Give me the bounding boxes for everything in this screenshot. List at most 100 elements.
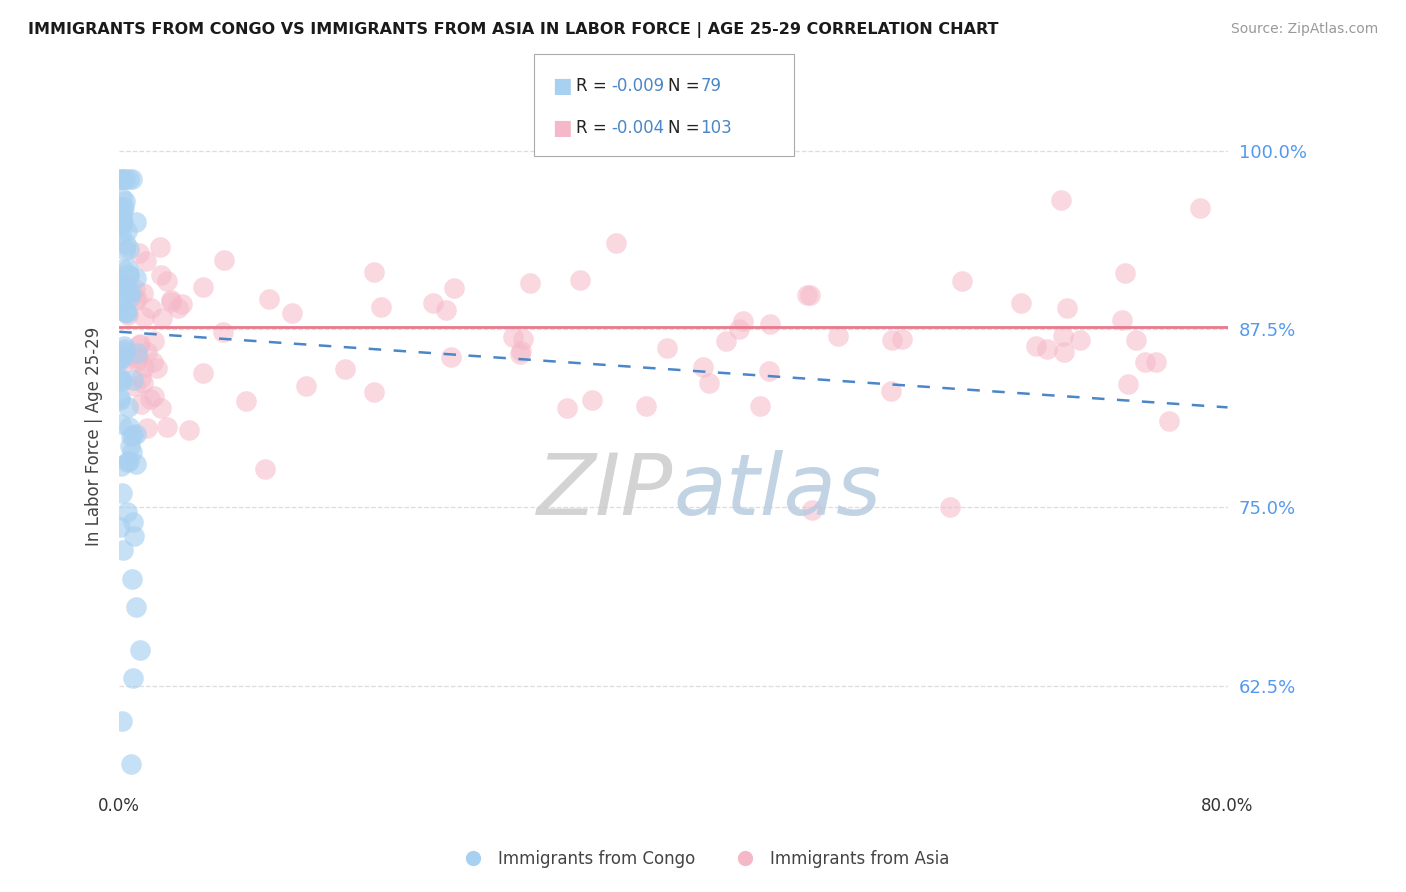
Point bbox=[118, 268, 141, 283]
Point bbox=[150, 311, 173, 326]
Y-axis label: In Labor Force | Age 25-29: In Labor Force | Age 25-29 bbox=[86, 326, 103, 546]
Point bbox=[111, 217, 134, 231]
Point bbox=[108, 293, 131, 307]
Point bbox=[434, 303, 457, 318]
Point bbox=[117, 262, 139, 277]
Point bbox=[108, 370, 131, 384]
Point bbox=[110, 294, 132, 309]
Point bbox=[655, 341, 678, 355]
Point bbox=[827, 328, 849, 343]
Point bbox=[108, 172, 131, 186]
Point bbox=[156, 274, 179, 288]
Point bbox=[139, 392, 162, 407]
Point bbox=[1052, 328, 1074, 343]
Point bbox=[111, 374, 134, 388]
Text: -0.004: -0.004 bbox=[612, 120, 665, 137]
Point bbox=[110, 301, 132, 315]
Point bbox=[121, 445, 143, 459]
Point bbox=[129, 643, 152, 657]
Point bbox=[939, 500, 962, 515]
Point bbox=[108, 300, 131, 314]
Point bbox=[108, 391, 131, 405]
Point bbox=[733, 313, 755, 327]
Point bbox=[108, 351, 131, 365]
Point bbox=[748, 399, 770, 413]
Point bbox=[172, 297, 194, 311]
Point bbox=[555, 401, 578, 415]
Point bbox=[759, 318, 782, 332]
Point bbox=[128, 336, 150, 351]
Point bbox=[510, 344, 533, 359]
Point bbox=[111, 202, 134, 217]
Point bbox=[880, 333, 903, 347]
Point bbox=[111, 210, 134, 224]
Point bbox=[124, 282, 146, 296]
Point bbox=[235, 394, 257, 409]
Point bbox=[111, 262, 134, 277]
Text: 79: 79 bbox=[700, 77, 721, 95]
Point bbox=[112, 285, 135, 300]
Point bbox=[117, 268, 139, 282]
Point bbox=[581, 393, 603, 408]
Point bbox=[370, 300, 392, 314]
Point bbox=[117, 348, 139, 362]
Point bbox=[1125, 334, 1147, 348]
Point bbox=[1036, 342, 1059, 356]
Point bbox=[124, 600, 146, 615]
Point bbox=[117, 285, 139, 300]
Point bbox=[605, 236, 627, 251]
Point bbox=[692, 360, 714, 375]
Point bbox=[124, 215, 146, 229]
Point bbox=[135, 344, 157, 359]
Point bbox=[160, 293, 183, 307]
Point bbox=[149, 240, 172, 254]
Point bbox=[440, 350, 463, 364]
Point bbox=[121, 172, 143, 186]
Point bbox=[110, 417, 132, 432]
Point bbox=[112, 172, 135, 186]
Point bbox=[502, 330, 524, 344]
Point bbox=[121, 572, 143, 586]
Point bbox=[212, 326, 235, 340]
Point bbox=[1069, 333, 1091, 347]
Point bbox=[108, 520, 131, 534]
Point bbox=[136, 421, 159, 435]
Point bbox=[115, 306, 138, 320]
Text: -0.009: -0.009 bbox=[612, 77, 665, 95]
Point bbox=[122, 515, 145, 529]
Text: ZIP: ZIP bbox=[537, 450, 673, 533]
Point bbox=[1157, 414, 1180, 428]
Point bbox=[1025, 338, 1047, 352]
Text: R =: R = bbox=[576, 77, 607, 95]
Point bbox=[142, 389, 165, 403]
Point bbox=[131, 396, 153, 410]
Point bbox=[120, 429, 142, 443]
Point bbox=[108, 353, 131, 368]
Point bbox=[110, 200, 132, 214]
Point bbox=[117, 308, 139, 322]
Point bbox=[1188, 201, 1211, 215]
Point bbox=[114, 280, 136, 294]
Point bbox=[716, 334, 738, 348]
Point bbox=[122, 529, 145, 543]
Point bbox=[118, 172, 141, 186]
Point bbox=[122, 672, 145, 686]
Point bbox=[1133, 355, 1156, 369]
Point bbox=[114, 268, 136, 283]
Point bbox=[568, 273, 591, 287]
Point bbox=[114, 236, 136, 251]
Point bbox=[159, 294, 181, 309]
Point bbox=[129, 371, 152, 385]
Point bbox=[128, 338, 150, 352]
Point bbox=[111, 543, 134, 558]
Point bbox=[114, 194, 136, 208]
Point bbox=[110, 458, 132, 473]
Point bbox=[125, 271, 148, 285]
Point bbox=[800, 503, 823, 517]
Text: IMMIGRANTS FROM CONGO VS IMMIGRANTS FROM ASIA IN LABOR FORCE | AGE 25-29 CORRELA: IMMIGRANTS FROM CONGO VS IMMIGRANTS FROM… bbox=[28, 22, 998, 38]
Point bbox=[115, 506, 138, 520]
Point bbox=[124, 293, 146, 307]
Point bbox=[120, 285, 142, 299]
Point bbox=[127, 292, 149, 306]
Point bbox=[128, 245, 150, 260]
